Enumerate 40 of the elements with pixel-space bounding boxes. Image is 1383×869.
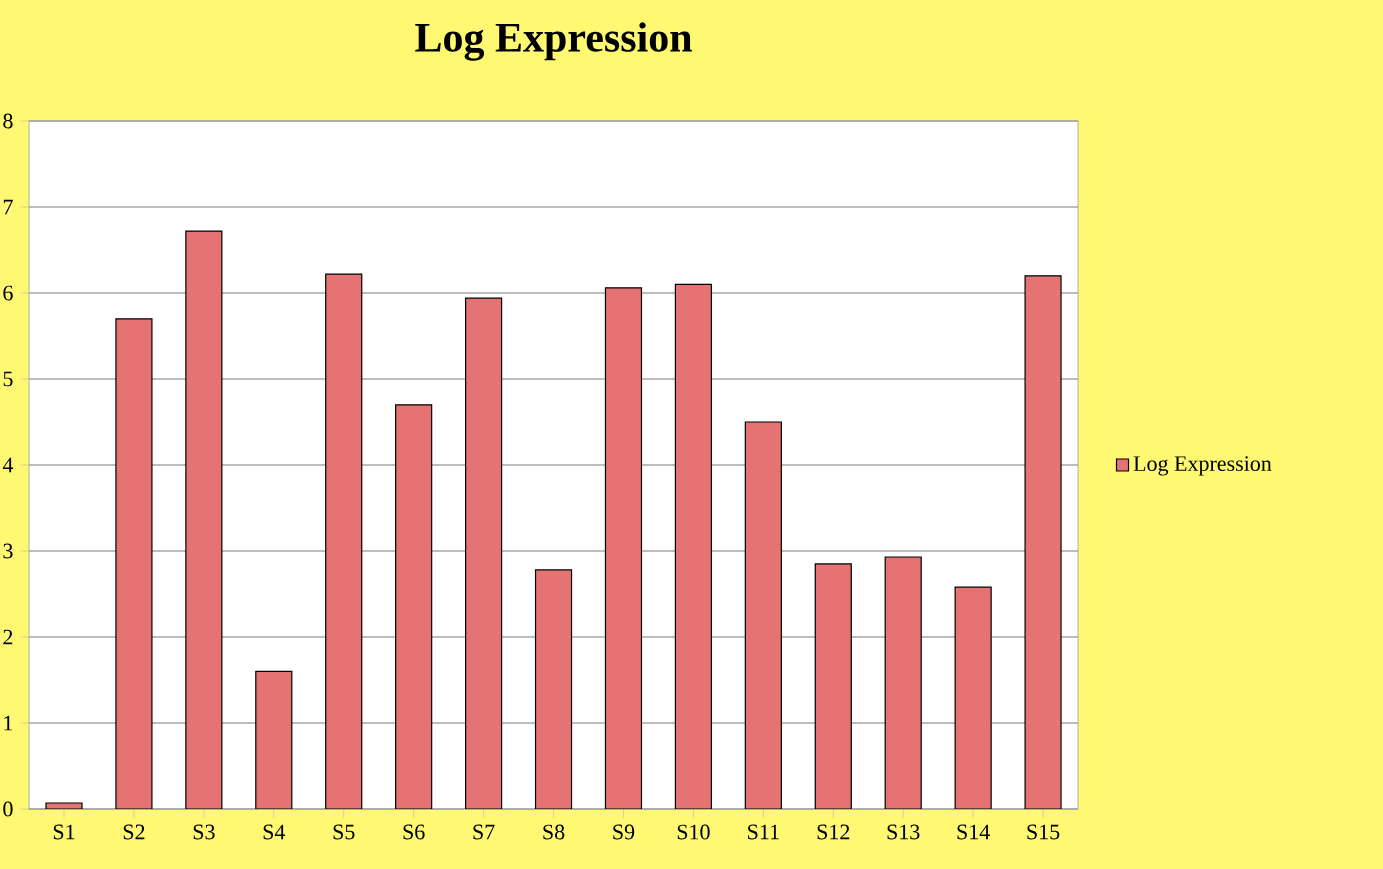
x-tick-label: S9 [613, 824, 635, 840]
x-tick-label: S13 [887, 824, 920, 840]
y-tick-label: 5 [3, 371, 13, 387]
legend-label: Log Expression [1133, 456, 1272, 476]
y-tick-label: 1 [4, 715, 13, 731]
x-tick-label: S8 [543, 824, 565, 840]
x-tick-label: S10 [677, 824, 710, 840]
x-tick-label: S11 [748, 824, 779, 840]
x-tick-label: S7 [473, 824, 495, 840]
bar [115, 318, 153, 809]
bar [674, 283, 712, 809]
x-tick-label: S12 [817, 824, 850, 840]
y-tick-label: 3 [3, 543, 13, 559]
x-tick-label: S14 [957, 824, 990, 840]
x-tick-label: S15 [1027, 824, 1060, 840]
y-tick-label: 0 [3, 801, 13, 817]
y-tick-label: 4 [2, 457, 14, 473]
x-tick-label: S4 [263, 824, 286, 840]
x-tick-label: S6 [403, 824, 425, 840]
bar [1024, 275, 1062, 809]
bar [814, 563, 852, 809]
bar [744, 421, 782, 809]
bar [604, 287, 643, 809]
x-tick-label: S5 [333, 824, 355, 840]
bar [325, 273, 363, 809]
y-tick-label: 7 [3, 199, 13, 215]
bar [884, 556, 922, 809]
bar [255, 670, 293, 809]
bar [395, 404, 433, 809]
x-tick-label: S2 [123, 824, 145, 840]
x-tick-label: S3 [193, 824, 215, 840]
y-tick-label: 8 [3, 113, 13, 129]
bar [465, 297, 503, 809]
bar [954, 586, 992, 809]
y-tick-label: 2 [3, 629, 13, 645]
chart-title: Log Expression [415, 22, 692, 61]
x-tick-label: S1 [53, 824, 75, 840]
bar [185, 230, 223, 809]
y-tick-label: 6 [3, 285, 13, 301]
bar [534, 569, 573, 809]
